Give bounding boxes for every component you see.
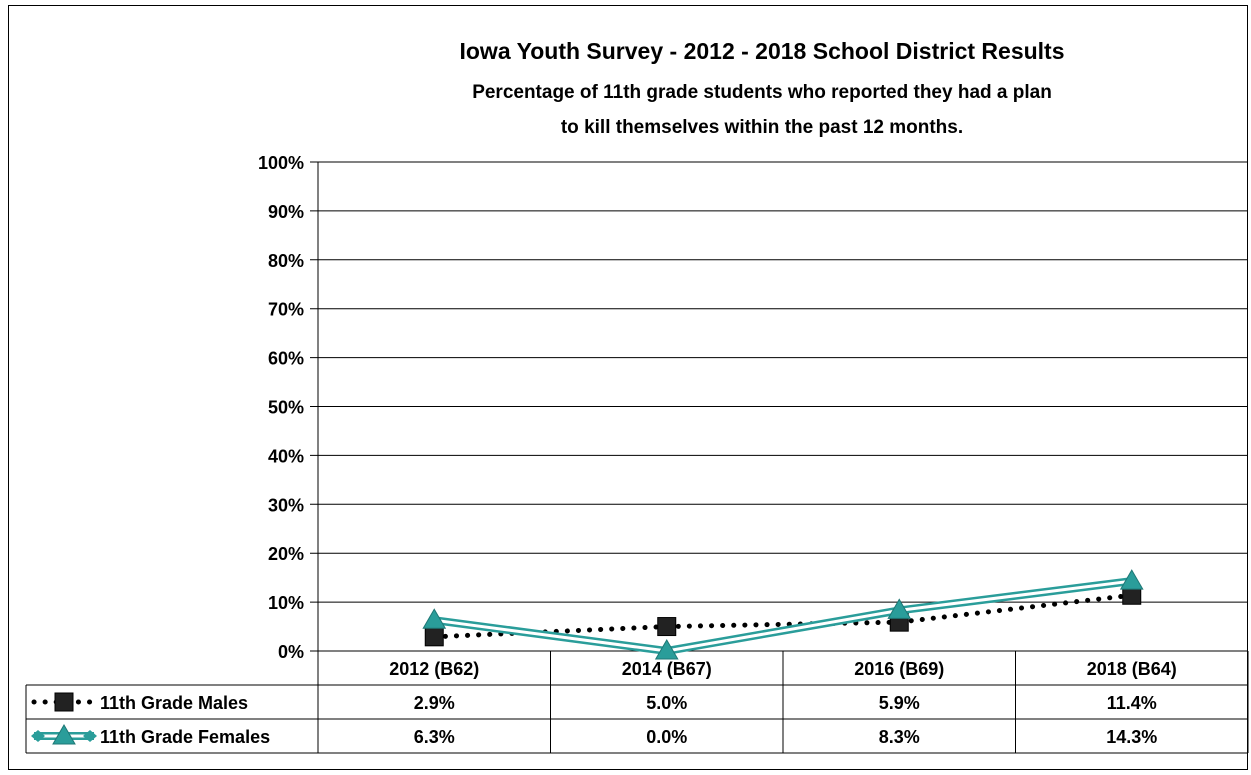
chart-frame bbox=[8, 5, 1248, 770]
x-category-label-3: 2018 (B64) bbox=[1087, 659, 1177, 679]
y-tick-label-40: 40% bbox=[268, 446, 304, 466]
legend-label-1: 11th Grade Females bbox=[100, 727, 270, 747]
y-tick-label-60: 60% bbox=[268, 349, 304, 369]
y-tick-label-90: 90% bbox=[268, 202, 304, 222]
y-tick-label-80: 80% bbox=[268, 251, 304, 271]
data-table: 2012 (B62) 2014 (B67) 2016 (B69) 2018 (B64)… bbox=[25, 651, 1249, 754]
data-label-1-1: 0.0% bbox=[646, 727, 687, 747]
y-axis-tick-labels: 0% 10% 20% 30% 40% 50% 60% 70% 80% 90% 100% bbox=[258, 153, 304, 662]
series-1-point-3 bbox=[1119, 569, 1144, 590]
data-label-0-1: 5.0% bbox=[646, 693, 687, 713]
data-label-1-0: 6.3% bbox=[414, 727, 455, 747]
series-line-1 bbox=[433, 577, 1133, 656]
y-tick-label-100: 100% bbox=[258, 153, 304, 173]
x-category-label-0: 2012 (B62) bbox=[389, 659, 479, 679]
legend-marker-0 bbox=[54, 692, 74, 712]
y-tick-label-10: 10% bbox=[268, 593, 304, 613]
x-category-label-1: 2014 (B67) bbox=[622, 659, 712, 679]
series-layer bbox=[422, 569, 1144, 660]
y-tick-label-0: 0% bbox=[278, 642, 304, 662]
series-0-point-1 bbox=[657, 617, 677, 637]
chart-subtitle-line-1: Percentage of 11th grade students who re… bbox=[472, 82, 1052, 103]
y-tick-label-20: 20% bbox=[268, 544, 304, 564]
legend-marker-1 bbox=[52, 724, 76, 745]
gridlines bbox=[310, 161, 1248, 753]
data-label-1-2: 8.3% bbox=[879, 727, 920, 747]
x-category-label-2: 2016 (B69) bbox=[854, 659, 944, 679]
data-label-0-2: 5.9% bbox=[879, 693, 920, 713]
chart-title: Iowa Youth Survey - 2012 - 2018 School D… bbox=[459, 38, 1064, 64]
y-tick-label-30: 30% bbox=[268, 495, 304, 515]
chart-subtitle-line-2: to kill themselves within the past 12 mo… bbox=[561, 117, 963, 138]
series-line-inner-1 bbox=[434, 579, 1132, 653]
chart-title-group: Iowa Youth Survey - 2012 - 2018 School D… bbox=[459, 38, 1064, 138]
data-label-0-0: 2.9% bbox=[414, 693, 455, 713]
legend-end-right-1 bbox=[83, 730, 97, 742]
legend-label-0: 11th Grade Males bbox=[100, 693, 248, 713]
y-tick-label-50: 50% bbox=[268, 398, 304, 418]
data-label-0-3: 11.4% bbox=[1107, 693, 1157, 713]
legend-end-left-1 bbox=[31, 730, 45, 742]
series-0-point-0 bbox=[424, 627, 444, 647]
y-tick-label-70: 70% bbox=[268, 300, 304, 320]
data-label-1-3: 14.3% bbox=[1106, 727, 1157, 747]
series-1-point-1 bbox=[654, 639, 679, 660]
series-1-point-2 bbox=[887, 598, 912, 619]
series-1-point-0 bbox=[422, 608, 447, 629]
